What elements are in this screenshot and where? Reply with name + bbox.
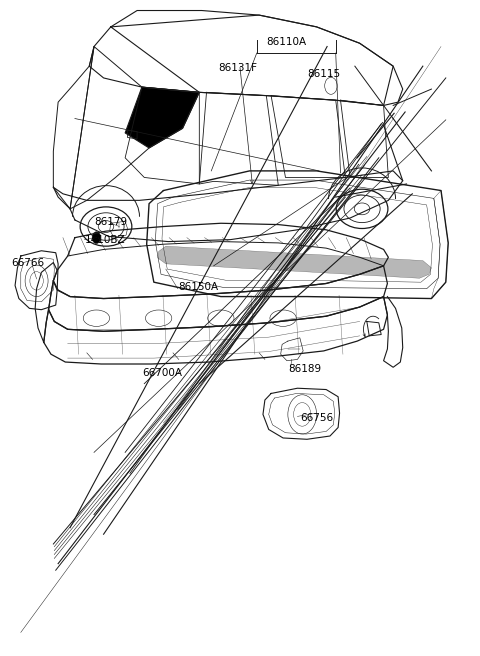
Polygon shape (125, 87, 199, 148)
Text: 86150A: 86150A (178, 283, 218, 293)
Text: 86189: 86189 (288, 363, 321, 373)
Text: 1410BZ: 1410BZ (84, 236, 125, 245)
Text: 86110A: 86110A (266, 37, 306, 47)
Text: 86179: 86179 (94, 217, 127, 227)
Text: 86115: 86115 (307, 69, 340, 79)
Text: 66766: 66766 (11, 258, 44, 268)
Circle shape (92, 232, 101, 243)
Text: 66700A: 66700A (142, 367, 182, 377)
Text: 66756: 66756 (300, 413, 333, 423)
Polygon shape (157, 246, 432, 278)
Text: 86131F: 86131F (218, 63, 257, 73)
